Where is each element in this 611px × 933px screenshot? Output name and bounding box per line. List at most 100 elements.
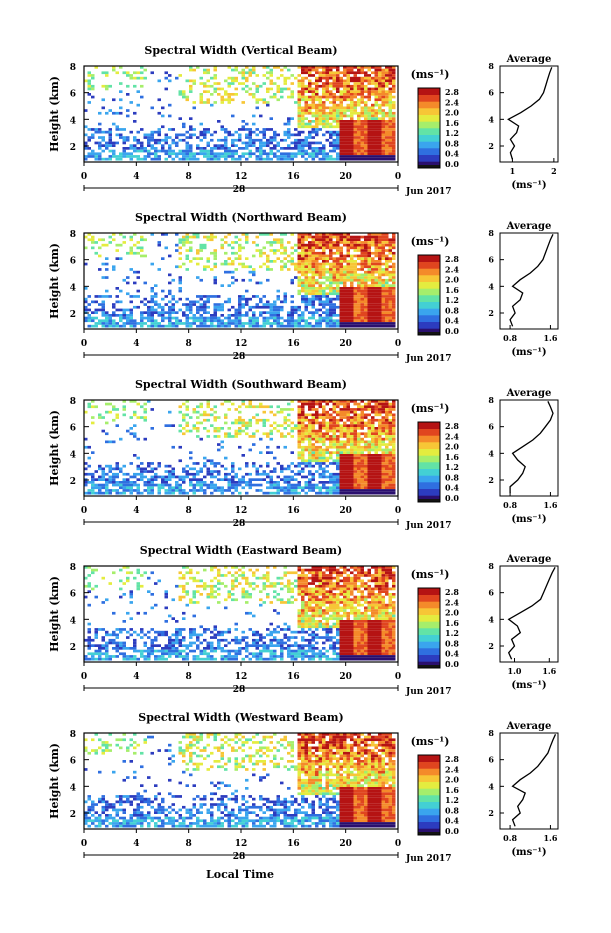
heatmap-cell <box>221 322 225 325</box>
heatmap-cell <box>259 85 263 88</box>
heatmap-cell <box>273 152 277 155</box>
heatmap-cell <box>378 271 382 274</box>
heatmap-cell <box>172 424 176 427</box>
heatmap-cell <box>277 411 281 414</box>
heatmap-cell <box>312 427 316 430</box>
heatmap-cell <box>203 101 207 104</box>
heatmap-cell <box>354 465 358 468</box>
heatmap-cell <box>368 486 372 489</box>
heatmap-cell <box>333 438 337 441</box>
heatmap-cell <box>151 317 155 320</box>
heatmap-cell <box>242 430 246 433</box>
heatmap-cell <box>364 446 368 449</box>
date-label: Jun 2017 <box>405 354 452 364</box>
heatmap-cell <box>245 77 249 80</box>
heatmap-cell <box>256 295 260 298</box>
heatmap-cell <box>350 274 354 277</box>
x-tick-label: 20 <box>339 339 352 349</box>
heatmap-cell <box>182 241 186 244</box>
heatmap-cell <box>322 85 326 88</box>
heatmap-cell <box>119 290 123 293</box>
heatmap-cell <box>207 311 211 314</box>
heatmap-cell <box>354 311 358 314</box>
heatmap-cell <box>158 314 162 317</box>
heatmap-cell <box>294 139 298 142</box>
heatmap-cell <box>364 85 368 88</box>
heatmap-cell <box>312 150 316 153</box>
heatmap-cell <box>340 468 344 471</box>
heatmap-cell <box>343 131 347 134</box>
heatmap-cell <box>179 117 183 120</box>
heatmap-cell <box>340 287 344 290</box>
heatmap-cell <box>203 465 207 468</box>
profile-frame <box>500 66 558 162</box>
heatmap-cell <box>207 142 211 145</box>
heatmap-cell <box>308 236 312 239</box>
heatmap-cell <box>385 263 389 266</box>
heatmap-cell <box>308 465 312 468</box>
heatmap-cell <box>277 306 281 309</box>
heatmap-cell <box>357 459 361 462</box>
heatmap-cell <box>361 282 365 285</box>
heatmap-cell <box>259 147 263 150</box>
colorbar-segment <box>418 275 440 282</box>
heatmap-cell <box>179 309 183 312</box>
heatmap-cell <box>375 457 379 460</box>
heatmap-cell <box>235 419 239 422</box>
heatmap-cell <box>329 569 333 572</box>
heatmap-cell <box>224 93 228 96</box>
heatmap-cell <box>392 427 396 430</box>
heatmap-cell <box>266 319 270 322</box>
heatmap-cell <box>266 142 270 145</box>
heatmap-cell <box>126 571 130 574</box>
heatmap-cell <box>301 98 305 101</box>
heatmap-cell <box>242 298 246 301</box>
heatmap-cell <box>389 144 393 147</box>
heatmap-cell <box>385 405 389 408</box>
heatmap-cell <box>91 74 95 77</box>
heatmap-cell <box>354 459 358 462</box>
heatmap-cell <box>168 301 172 304</box>
heatmap-cell <box>196 144 200 147</box>
heatmap-cell <box>354 134 358 137</box>
heatmap-cell <box>158 134 162 137</box>
heatmap-cell <box>371 236 375 239</box>
heatmap-cell <box>333 478 337 481</box>
heatmap-cell <box>389 131 393 134</box>
heatmap-cell <box>280 238 284 241</box>
heatmap-cell <box>322 408 326 411</box>
heatmap-cell <box>186 142 190 145</box>
heatmap-cell <box>375 432 379 435</box>
heatmap-cell <box>224 457 228 460</box>
heatmap-cell <box>305 292 309 295</box>
heatmap-cell <box>301 85 305 88</box>
heatmap-cell <box>354 139 358 142</box>
heatmap-cell <box>312 120 316 123</box>
heatmap-cell <box>294 427 298 430</box>
heatmap-cell <box>95 470 99 473</box>
heatmap-cell <box>378 470 382 473</box>
x-tick-label: 4 <box>133 506 139 516</box>
heatmap-cell <box>364 292 368 295</box>
heatmap-cell <box>336 298 340 301</box>
heatmap-cell <box>378 435 382 438</box>
heatmap-cell <box>88 489 92 492</box>
heatmap-cell <box>238 322 242 325</box>
heatmap-cell <box>329 473 333 476</box>
heatmap-cell <box>343 441 347 444</box>
heatmap-cell <box>182 419 186 422</box>
heatmap-cell <box>385 422 389 425</box>
heatmap-cell <box>119 244 123 247</box>
heatmap-cell <box>186 150 190 153</box>
heatmap-cell <box>357 142 361 145</box>
heatmap-cell <box>214 416 218 419</box>
heatmap-cell <box>340 430 344 433</box>
heatmap-cell <box>196 317 200 320</box>
heatmap-cell <box>273 303 277 306</box>
heatmap-cell <box>203 489 207 492</box>
heatmap-cell <box>375 569 379 572</box>
heatmap-cell <box>140 128 144 131</box>
heatmap-cell <box>200 134 204 137</box>
heatmap-cell <box>308 484 312 487</box>
heatmap-cell <box>392 74 396 77</box>
